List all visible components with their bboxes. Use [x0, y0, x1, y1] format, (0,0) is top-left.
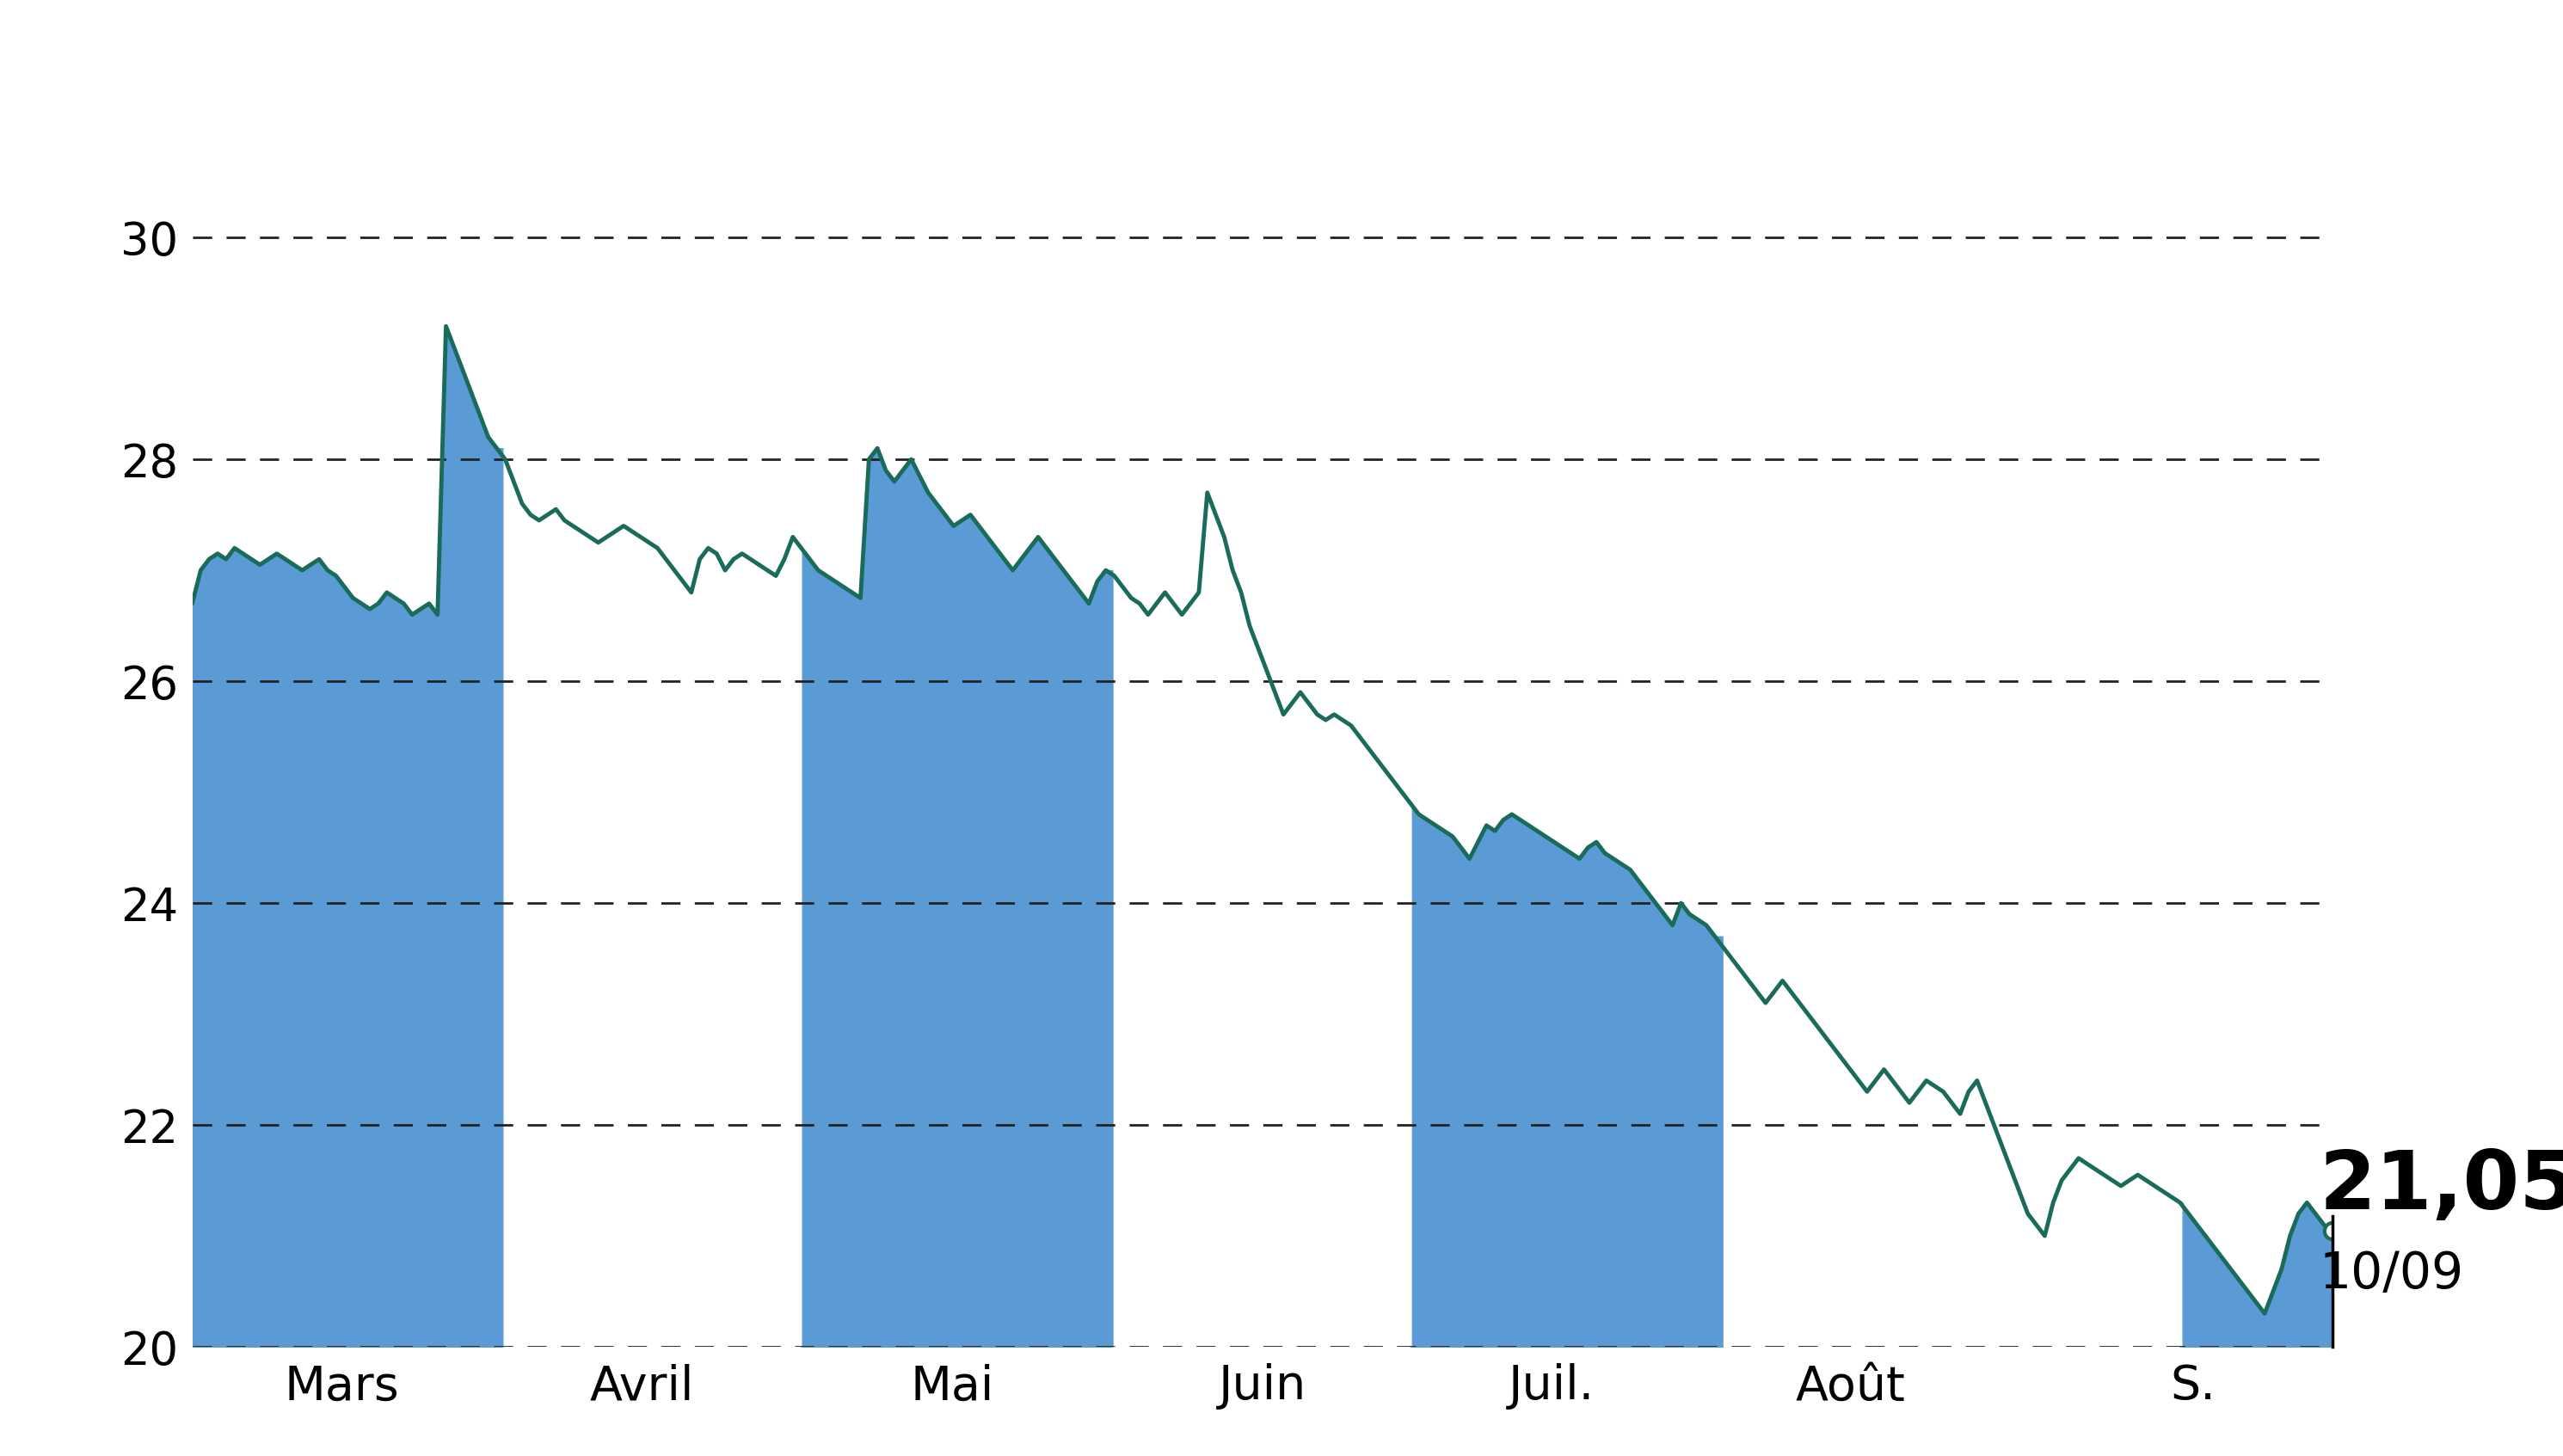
Text: GFT Technologies SE: GFT Technologies SE	[659, 31, 1904, 137]
Text: 21,05: 21,05	[2320, 1147, 2563, 1226]
Text: 10/09: 10/09	[2320, 1249, 2463, 1299]
